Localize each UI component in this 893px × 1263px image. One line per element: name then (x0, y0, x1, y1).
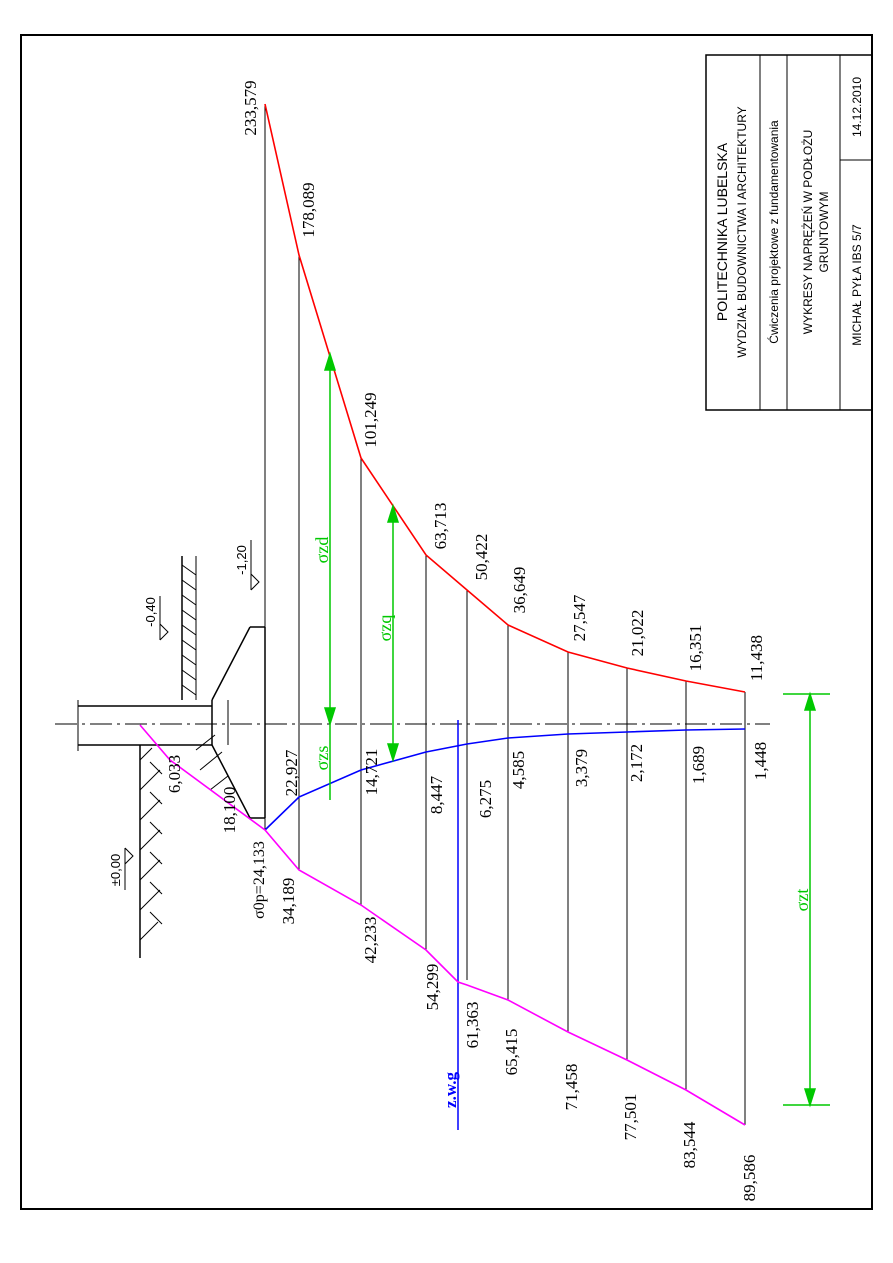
water-table-label: z.w.g (441, 1072, 460, 1108)
dimension-arrows (323, 351, 830, 1108)
sigma-zd-curve (264, 103, 746, 693)
sigma-zt-value-4: 54,299 (423, 964, 442, 1011)
sigma-zt-curve (139, 724, 746, 1126)
author-text: MICHAŁ PYŁA IBS 5/7 (850, 224, 864, 346)
sigma-zd-values: 233,579 178,089 101,249 63,713 50,422 36,649 2… (241, 80, 766, 681)
foundation-level-label: -1,20 (234, 545, 249, 575)
sigma-zs-value-7: 1,689 (689, 746, 708, 784)
soil-hatching (139, 734, 229, 941)
sigma-0p-label: σ0p=24,133 (251, 841, 268, 919)
sigma-zt-value-9: 83,544 (680, 1121, 699, 1168)
sigma-zt-label: σzt (792, 889, 812, 912)
sigma-zt-values: 6,033 18,100 34,189 42,233 54,299 61,363 65,41… (165, 755, 759, 1202)
faculty-text: WYDZIAŁ BUDOWNICTWA I ARCHITEKTURY (735, 106, 749, 357)
sigma-zd-value-9: 11,438 (747, 635, 766, 681)
sigma-zs-label: σzs (312, 746, 332, 771)
sigma-zs-value-8: 1,448 (751, 742, 770, 780)
sigma-zs-values: 22,927 14,721 8,447 6,275 4,585 3,379 2,172 1,6… (282, 742, 770, 818)
sigma-zs-value-2: 8,447 (427, 775, 446, 814)
sigma-zd-value-0: 233,579 (241, 80, 260, 135)
sigma-zs-curve (264, 728, 746, 831)
drawing-title-line-2: GRUNTOWYM (817, 191, 831, 272)
date-text: 14.12.2010 (850, 77, 864, 137)
sigma-zs-value-6: 2,172 (627, 744, 646, 782)
sigma-zs-value-5: 3,379 (572, 749, 591, 787)
sigma-zd-value-3: 63,713 (431, 503, 450, 550)
course-text: Ćwiczenia projektowe z fundamentowania (766, 120, 781, 344)
sigma-zt-value-2: 34,189 (279, 878, 298, 925)
sigma-zd-value-7: 21,022 (628, 610, 647, 657)
sigma-zt-value-10: 89,586 (740, 1155, 759, 1202)
sigma-zt-value-8: 77,501 (621, 1094, 640, 1141)
university-text: POLITECHNIKA LUBELSKA (714, 142, 730, 321)
title-block: POLITECHNIKA LUBELSKA WYDZIAŁ BUDOWNICTW… (705, 54, 873, 411)
sigma-zd-value-4: 50,422 (472, 534, 491, 581)
sigma-zt-value-7: 71,458 (562, 1064, 581, 1111)
level-markers (124, 540, 260, 890)
sheet-border (20, 34, 873, 1210)
sigma-zt-value-0: 6,033 (165, 755, 184, 793)
sigma-zd-value-1: 178,089 (299, 182, 318, 237)
sigma-zd-value-8: 16,351 (686, 625, 705, 672)
floor-hatching (181, 564, 197, 696)
sigma-zt-value-6: 65,415 (502, 1029, 521, 1076)
depth-lines (264, 104, 746, 1125)
sigma-zs-value-0: 22,927 (282, 749, 301, 796)
floor-level-label: -0,40 (143, 597, 158, 627)
sigma-zd-value-5: 36,649 (510, 567, 529, 614)
sigma-zt-value-1: 18,100 (220, 787, 239, 834)
sigma-zs-value-1: 14,721 (362, 749, 381, 796)
sigma-zd-value-2: 101,249 (361, 392, 380, 447)
sigma-zs-value-4: 4,585 (509, 751, 528, 789)
sigma-zd-label: σzd (312, 537, 332, 564)
sigma-zt-value-5: 61,363 (463, 1002, 482, 1049)
ground-level-label: ±0,00 (108, 854, 123, 886)
drawing-title-line-1: WYKRESY NAPRĘŻEŃ W PODŁOŻU (800, 130, 815, 334)
sigma-zq-label: σzq (375, 615, 395, 642)
sigma-zt-value-3: 42,233 (361, 917, 380, 964)
sigma-zd-value-6: 27,547 (570, 594, 589, 641)
sigma-zs-value-3: 6,275 (476, 780, 495, 818)
